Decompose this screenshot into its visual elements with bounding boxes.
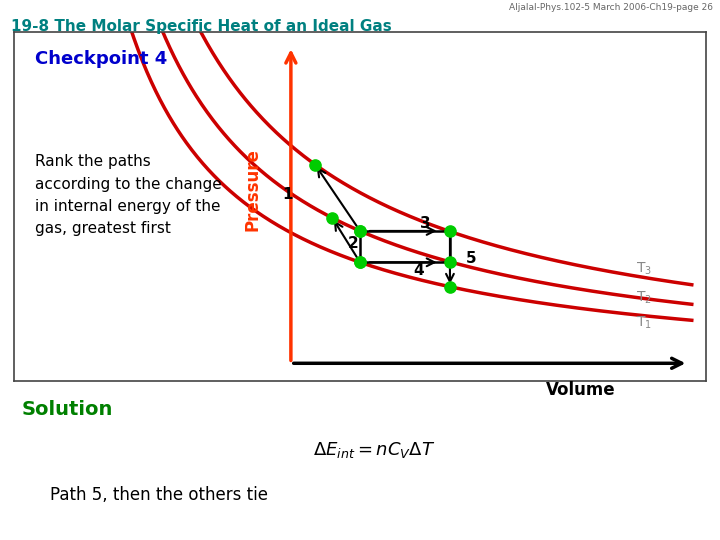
Text: $\Delta E_{int}=nC_V\Delta T$: $\Delta E_{int}=nC_V\Delta T$	[313, 440, 436, 460]
Text: 19-8 The Molar Specific Heat of an Ideal Gas: 19-8 The Molar Specific Heat of an Ideal…	[11, 19, 392, 34]
Text: Pressure: Pressure	[244, 148, 262, 231]
Point	[354, 227, 366, 235]
Text: 2: 2	[348, 236, 359, 251]
Bar	[360, 231, 450, 262]
Text: Aljalal-Phys.102-5 March 2006-Ch19-page 26: Aljalal-Phys.102-5 March 2006-Ch19-page …	[509, 3, 713, 12]
Point	[444, 258, 456, 267]
Text: Checkpoint 4: Checkpoint 4	[35, 50, 167, 68]
Text: Volume: Volume	[546, 381, 616, 399]
Point	[354, 258, 366, 267]
Text: Path 5, then the others tie: Path 5, then the others tie	[50, 486, 269, 504]
Text: 4: 4	[413, 264, 424, 279]
Point	[327, 214, 338, 222]
Text: Rank the paths
according to the change
in internal energy of the
gas, greatest f: Rank the paths according to the change i…	[35, 154, 222, 236]
Point	[444, 227, 456, 235]
Text: Solution: Solution	[22, 400, 113, 419]
Point	[310, 160, 321, 169]
Text: 3: 3	[420, 217, 431, 232]
Point	[444, 282, 456, 291]
Point	[354, 258, 366, 267]
Text: 5: 5	[465, 251, 476, 266]
Point	[354, 227, 366, 235]
Text: 1: 1	[282, 187, 292, 202]
Text: T$_3$: T$_3$	[636, 260, 652, 276]
Text: T$_1$: T$_1$	[636, 314, 652, 331]
Text: T$_2$: T$_2$	[636, 289, 652, 306]
